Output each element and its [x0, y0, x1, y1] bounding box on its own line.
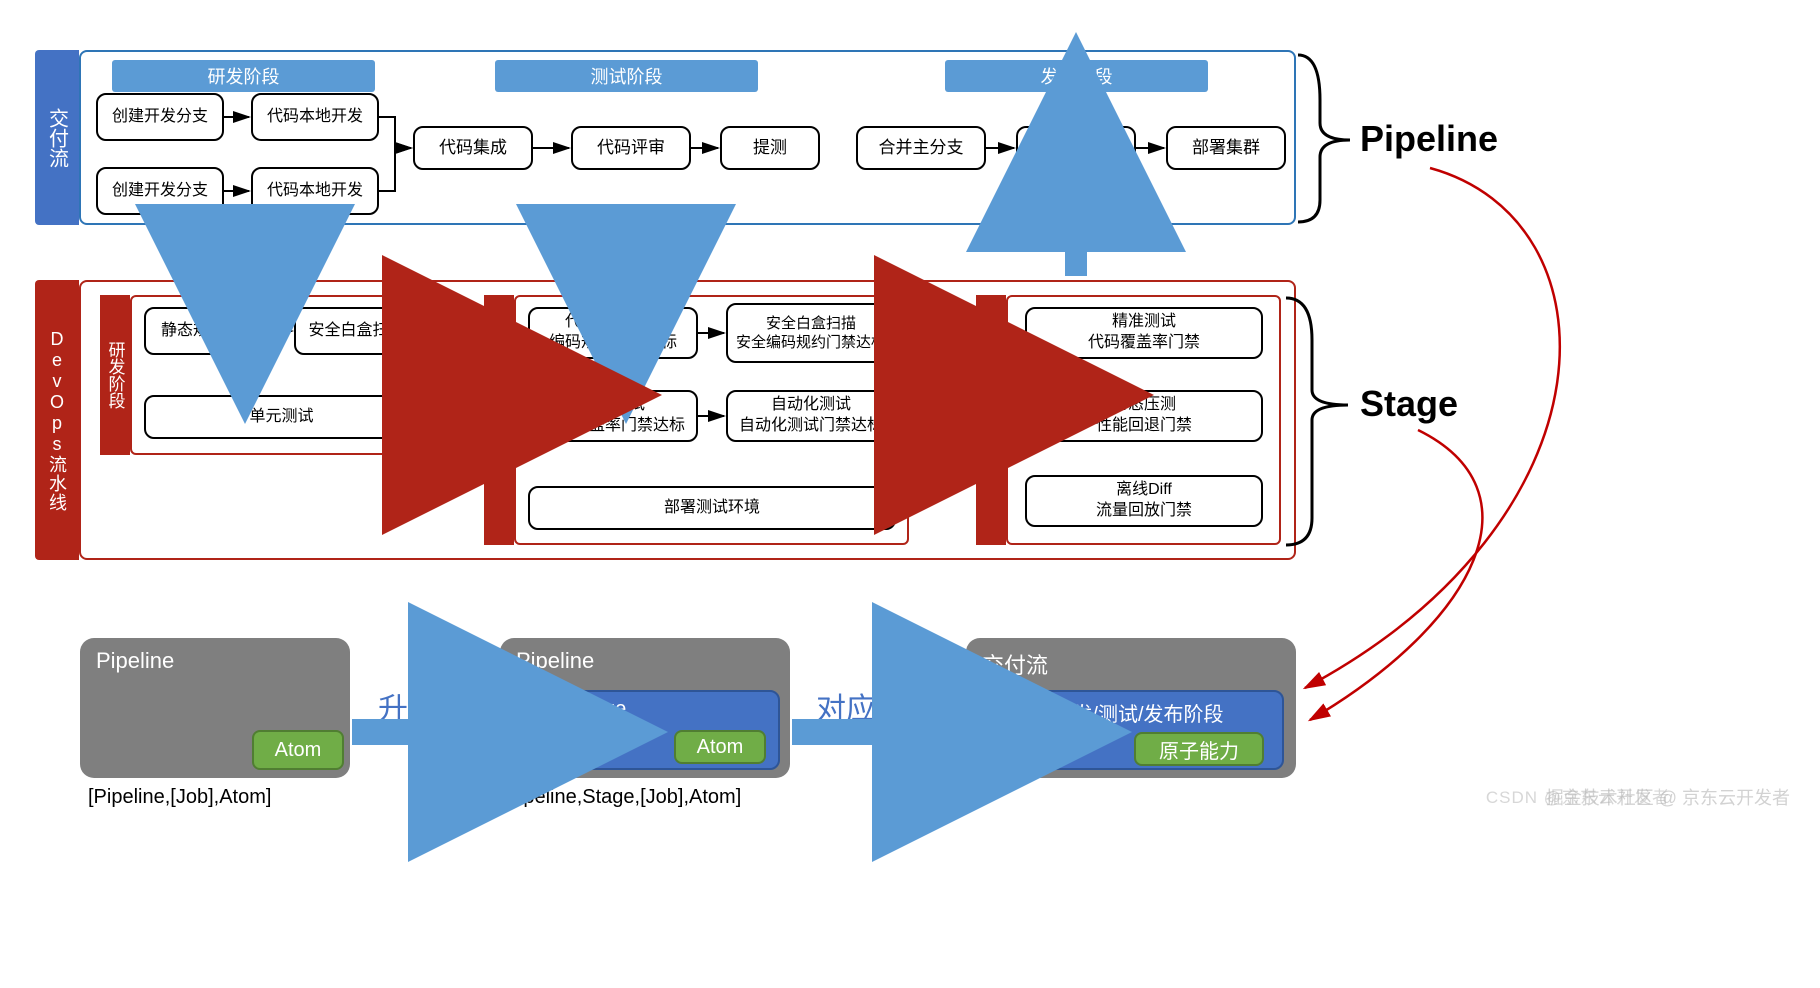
- upgrade-label: 升级: [378, 684, 438, 728]
- node-deploy-cluster: 部署集群: [1166, 126, 1286, 170]
- s1-whitebox: 安全白盒扫描: [294, 307, 419, 355]
- stage2-label: 测试准入卡点: [484, 295, 514, 545]
- phase-dev: 研发阶段: [112, 60, 375, 92]
- stage3-label: 出测质量门禁: [976, 295, 1006, 545]
- card1-caption: [Pipeline,[Job],Atom]: [88, 786, 271, 809]
- card3: 交付流 研发/测试/发布阶段 原子能力: [966, 638, 1296, 778]
- s2-code-scan: 代码静态扫描 编码规约门禁达标: [528, 307, 698, 359]
- node-local-dev1: 代码本地开发: [251, 93, 379, 141]
- card2-title: Pipeline: [516, 648, 594, 674]
- node-submit-test: 提测: [720, 126, 820, 170]
- node-create-branch1: 创建开发分支: [96, 93, 224, 141]
- s1-unit-test: 单元测试: [144, 395, 419, 439]
- card1-title: Pipeline: [96, 648, 174, 674]
- s1-static-check: 静态规则检查: [144, 307, 274, 355]
- node-merge-main: 合并主分支: [856, 126, 986, 170]
- card2: Pipeline Stage Atom: [500, 638, 790, 778]
- watermark2: CSDN @京东云开发者: [1486, 783, 1670, 808]
- pipeline-label: Pipeline: [1360, 118, 1498, 160]
- s2-sec-scan: 安全白盒扫描 安全编码规约门禁达标: [726, 303, 896, 363]
- node-integrate: 代码集成: [413, 126, 533, 170]
- s3-perf: 常态压测 性能回退门禁: [1025, 390, 1263, 442]
- s2-unit: 单元测试 单测覆盖率门禁达标: [528, 390, 698, 442]
- diagram-canvas: 交付流 研发阶段 测试阶段 发布阶段 创建开发分支 代码本地开发 创建开发分支 …: [0, 0, 1820, 988]
- s3-precise: 精准测试 代码覆盖率门禁: [1025, 307, 1263, 359]
- card2-stage: Stage Atom: [560, 690, 780, 770]
- card2-atom: Atom: [674, 730, 766, 764]
- phase-release: 发布阶段: [945, 60, 1208, 92]
- phase-test: 测试阶段: [495, 60, 758, 92]
- node-local-dev2: 代码本地开发: [251, 167, 379, 215]
- card2-stage-label: Stage: [574, 698, 626, 721]
- stage1-label: 研发阶段: [100, 295, 130, 455]
- card3-title: 交付流: [982, 648, 1048, 680]
- relation-label: 对应关系: [816, 684, 936, 728]
- stage-label: Stage: [1360, 383, 1458, 425]
- node-review: 代码评审: [571, 126, 691, 170]
- card3-atom: 原子能力: [1134, 732, 1264, 766]
- card1: Pipeline Atom: [80, 638, 350, 778]
- card1-atom: Atom: [252, 730, 344, 770]
- node-create-branch2: 创建开发分支: [96, 167, 224, 215]
- card3-stage-label: 研发/测试/发布阶段: [994, 698, 1282, 727]
- delivery-flow-label: 交付流: [35, 50, 79, 225]
- devops-label: DevOps流水线: [35, 280, 79, 560]
- node-online-approve: 上线审批: [1016, 126, 1136, 170]
- s3-diff: 离线Diff 流量回放门禁: [1025, 475, 1263, 527]
- card2-caption: [Pipeline,Stage,[Job],Atom]: [500, 786, 741, 809]
- s2-auto: 自动化测试 自动化测试门禁达标: [726, 390, 896, 442]
- card3-stage: 研发/测试/发布阶段 原子能力: [992, 690, 1284, 770]
- s2-deploy-env: 部署测试环境: [528, 486, 896, 530]
